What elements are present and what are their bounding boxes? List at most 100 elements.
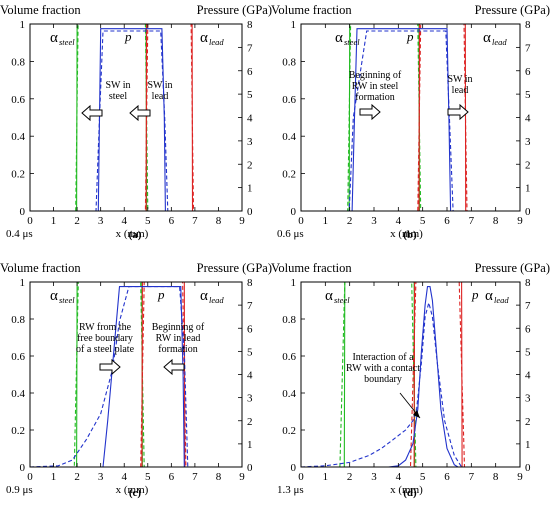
series-line-3 [301, 281, 520, 468]
annotation-text: RW from the [79, 322, 132, 333]
y-right-tick-label: 0 [247, 462, 253, 474]
y-left-tick-label: 0.8 [282, 56, 296, 68]
annotation-text: Beginning of [349, 70, 402, 81]
x-axis-label: x (mm) [390, 484, 423, 496]
pressure-label: p [157, 287, 165, 302]
y-right-tick-label: 2 [247, 416, 253, 428]
alpha-lead-subscript: lead [209, 295, 224, 305]
y-right-tick-label: 1 [525, 439, 531, 451]
panel-letter: (c) [129, 487, 142, 499]
series-line-0 [301, 23, 520, 212]
plot-frame [300, 23, 521, 212]
series-line-4 [301, 286, 520, 468]
x-tick-label: 9 [517, 215, 523, 227]
y-right-tick-label: 5 [525, 89, 531, 101]
series-line-4 [301, 28, 520, 212]
annotation-text: SW in [147, 80, 172, 91]
y-right-tick-label: 1 [247, 183, 253, 195]
annotation-text: steel [109, 91, 128, 102]
x-tick-label: 3 [371, 215, 377, 227]
y-right-tick-label: 2 [247, 159, 253, 171]
time-label: 0.4 μs [6, 228, 33, 240]
x-tick-label: 0 [27, 215, 33, 227]
y-axis-label-left: Volume fraction [0, 261, 81, 275]
annotation-text: lead [452, 85, 469, 96]
annotation-text: RW in steel [352, 81, 399, 92]
annotation-text: free boundary [77, 333, 133, 344]
y-axis-label-right: Pressure (GPa) [475, 3, 550, 17]
hollow-arrow-left-0 [81, 104, 103, 122]
x-tick-label: 0 [298, 215, 304, 227]
y-right-tick-label: 3 [247, 136, 253, 148]
y-axis-label-left: Volume fraction [271, 3, 352, 17]
series-line-3 [301, 23, 520, 212]
x-tick-label: 6 [169, 215, 175, 227]
y-right-tick-label: 3 [247, 393, 253, 405]
hollow-arrow-right-0 [99, 358, 121, 376]
x-tick-label: 9 [239, 471, 245, 483]
y-right-tick-label: 0 [525, 462, 531, 474]
series-line-1 [301, 23, 520, 212]
y-right-tick-label: 5 [525, 346, 531, 358]
x-axis-label: x (mm) [390, 228, 423, 240]
hollow-arrow-left-1 [163, 358, 185, 376]
series-line-5 [30, 30, 242, 212]
y-left-tick-label: 0.2 [282, 169, 296, 181]
series-line-1 [301, 281, 520, 468]
y-right-tick-label: 6 [247, 66, 253, 78]
x-tick-label: 5 [420, 215, 426, 227]
hollow-arrow-right-0 [359, 103, 381, 121]
y-axis-label-left: Volume fraction [271, 261, 352, 275]
plot-frame [29, 281, 243, 468]
series-line-2 [30, 281, 242, 468]
alpha-steel-subscript: steel [334, 295, 350, 305]
chart-panel-0: Volume fraction Pressure (GPa)0 1 2 3 4 5 6 7 8 90… [0, 3, 272, 241]
y-right-tick-label: 2 [525, 159, 531, 171]
y-right-tick-label: 8 [247, 277, 253, 289]
x-tick-label: 8 [216, 215, 222, 227]
annotation-text: Interaction of a [352, 352, 414, 363]
x-tick-label: 2 [347, 215, 353, 227]
y-left-tick-label: 1 [291, 19, 297, 31]
y-right-tick-label: 6 [525, 66, 531, 78]
series-line-4 [30, 286, 242, 468]
x-tick-label: 5 [145, 215, 151, 227]
y-left-tick-label: 0.4 [11, 131, 25, 143]
annotation-text: formation [355, 92, 394, 103]
x-tick-label: 4 [121, 215, 127, 227]
y-right-tick-label: 7 [525, 42, 531, 54]
x-tick-label: 0 [27, 471, 33, 483]
annotation-text: SW in [105, 80, 130, 91]
annotation-text: RW with a contact [346, 363, 420, 374]
series-line-2 [301, 23, 520, 212]
x-tick-label: 1 [51, 215, 57, 227]
y-right-tick-label: 0 [525, 206, 531, 218]
y-left-tick-label: 0.2 [282, 425, 296, 437]
alpha-lead-subscript: lead [494, 295, 509, 305]
y-left-tick-label: 0.8 [11, 56, 25, 68]
x-tick-label: 8 [493, 471, 499, 483]
series-line-5 [29, 286, 242, 468]
x-tick-label: 3 [371, 471, 377, 483]
y-left-tick-label: 0 [291, 206, 297, 218]
x-tick-label: 1 [323, 471, 329, 483]
panel-letter: (a) [129, 229, 142, 241]
chart-panel-3: Volume fraction Pressure (GPa)0 1 2 3 4 5 6 7 8 90… [271, 261, 550, 499]
y-right-tick-label: 7 [247, 42, 253, 54]
x-tick-label: 4 [396, 471, 402, 483]
series-line-1 [30, 281, 242, 468]
pressure-label: p [406, 29, 414, 44]
x-tick-label: 9 [517, 471, 523, 483]
y-right-tick-label: 8 [247, 19, 253, 31]
y-left-tick-label: 1 [291, 277, 297, 289]
annotation-text: formation [158, 344, 197, 355]
annotation-text: of a steel plate [76, 344, 135, 355]
x-tick-label: 0 [298, 471, 304, 483]
x-tick-label: 7 [469, 215, 475, 227]
x-tick-label: 6 [444, 471, 450, 483]
x-tick-label: 3 [98, 215, 104, 227]
y-left-tick-label: 0.6 [282, 351, 296, 363]
time-label: 1.3 μs [277, 484, 304, 496]
x-tick-label: 7 [469, 471, 475, 483]
